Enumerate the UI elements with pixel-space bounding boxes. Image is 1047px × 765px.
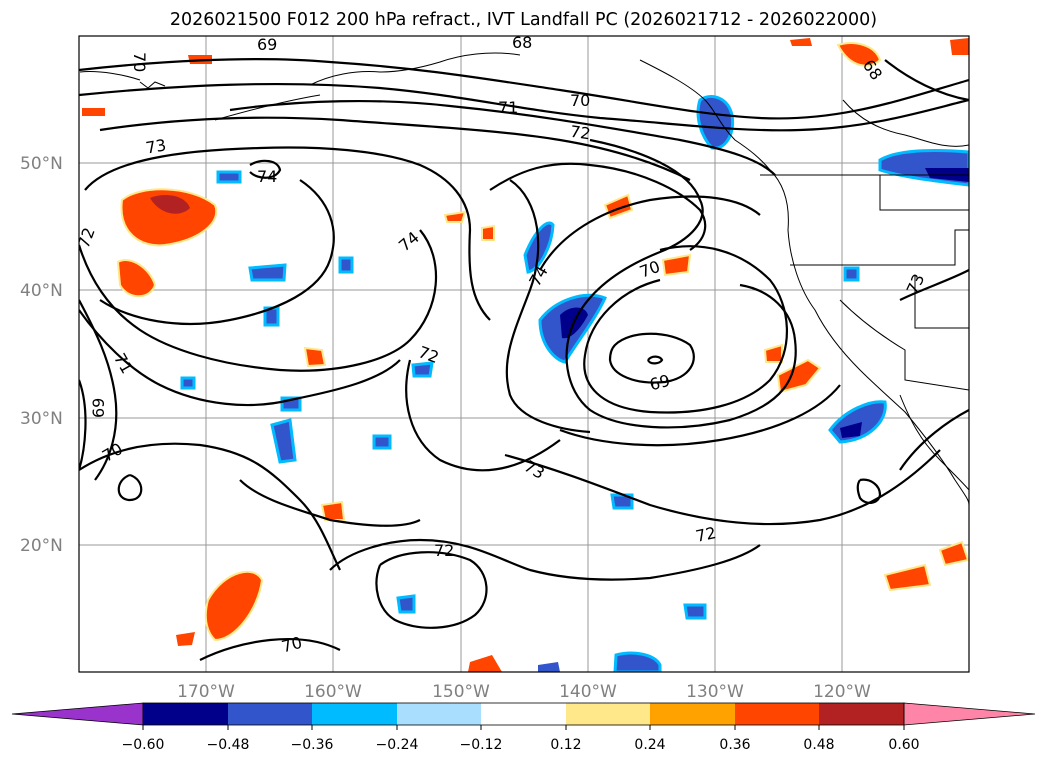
contour-label: 69 [647, 371, 672, 395]
ivt-negative-region [396, 594, 416, 614]
colorbar-segment [650, 703, 735, 725]
colorbar-tick-label: −0.12 [460, 737, 503, 753]
ivt-positive-region [303, 346, 327, 368]
ivt-negative-region [840, 422, 862, 438]
contour-label: 71 [498, 98, 518, 117]
contour-label: 70 [130, 52, 149, 72]
colorbar: −0.60 −0.48 −0.36 −0.24 −0.12 0.12 0.24 … [11, 702, 1036, 753]
ivt-positive-region [481, 224, 495, 241]
ivt-positive-region [150, 195, 190, 214]
colorbar-tick-label: 0.12 [550, 737, 581, 753]
refractivity-contours [79, 58, 969, 661]
colorbar-segment [481, 703, 566, 725]
ivt-negative-region [372, 434, 392, 450]
ivt-negative-region [180, 376, 196, 390]
ivt-negative-region [216, 170, 242, 184]
colorbar-tick-label: −0.24 [376, 737, 419, 753]
colorbar-segment [397, 703, 481, 725]
contour-label: 70 [279, 633, 304, 657]
ivt-positive-region [836, 42, 882, 67]
colorbar-extend-high [903, 702, 1036, 726]
ivt-positive-region [790, 38, 812, 46]
ivt-positive-region [82, 108, 105, 116]
ivt-positive-region [661, 253, 692, 277]
lat-label: 30°N [20, 409, 63, 429]
lat-label: 50°N [20, 154, 63, 174]
ivt-negative-region [270, 418, 297, 464]
ivt-positive-region [443, 210, 467, 223]
longitude-labels: 170°W 160°W 150°W 140°W 130°W 120°W [177, 682, 871, 702]
colorbar-tick-label: −0.60 [122, 737, 165, 753]
colorbar-tick-label: 0.24 [634, 737, 665, 753]
lon-label: 140°W [559, 682, 617, 702]
graticule [79, 36, 969, 672]
colorbar-ticks [142, 725, 905, 730]
map-background [79, 36, 969, 672]
ivt-positive-region [938, 540, 969, 567]
colorbar-tick-label: 0.36 [719, 737, 750, 753]
ivt-negative-region [338, 256, 354, 274]
ivt-negative-region [683, 603, 707, 620]
lon-label: 120°W [813, 682, 871, 702]
colorbar-segment [735, 703, 819, 725]
colorbar-tick-label: 0.48 [803, 737, 834, 753]
ivt-positive-region [950, 38, 969, 55]
ivt-positive-region [468, 655, 502, 672]
ivt-positive-region [776, 358, 822, 394]
lon-label: 150°W [432, 682, 490, 702]
ivt-positive-region [204, 570, 264, 642]
contour-label: 68 [512, 33, 532, 52]
map-frame [78, 35, 970, 673]
ivt-negative-region [696, 95, 735, 150]
latitude-labels: 50°N 40°N 30°N 20°N [20, 154, 63, 556]
ivt-positive-region [120, 188, 218, 247]
colorbar-segment [566, 703, 650, 725]
colorbar-segment [819, 703, 904, 725]
lat-label: 20°N [20, 536, 63, 556]
ivt-negative-region [411, 361, 434, 378]
colorbar-segment [143, 703, 228, 725]
ivt-positive-region [176, 632, 195, 646]
contour-label: 70 [570, 91, 590, 110]
chart-title: 2026021500 F012 200 hPa refract., IVT La… [169, 10, 878, 30]
lon-label: 170°W [177, 682, 235, 702]
contour-label: 73 [144, 135, 167, 157]
ivt-positive-region [320, 500, 346, 521]
contour-label: 69 [257, 35, 277, 54]
colorbar-tick-label: 0.60 [888, 737, 919, 753]
ivt-negative-region [613, 651, 662, 672]
ivt-negative-region [843, 266, 860, 282]
ivt-negative-region [248, 263, 287, 282]
map-panel: 69 68 68 70 71 70 72 73 74 74 72 74 70 7… [74, 33, 970, 673]
colorbar-tick-label: −0.48 [207, 737, 250, 753]
lat-label: 40°N [20, 281, 63, 301]
ivt-negative-region [538, 662, 560, 672]
lon-label: 160°W [304, 682, 362, 702]
colorbar-tick-label: −0.36 [291, 737, 334, 753]
ivt-positive-region [883, 563, 932, 592]
lon-label: 130°W [686, 682, 744, 702]
colorbar-frame [142, 702, 905, 726]
contour-label: 69 [89, 398, 108, 418]
contour-label: 72 [569, 122, 592, 144]
colorbar-segment [228, 703, 312, 725]
contour-label: 74 [257, 167, 277, 186]
contour-label: 72 [694, 523, 718, 546]
colorbar-segment [312, 703, 397, 725]
contour-label: 72 [434, 541, 454, 560]
contour-label: 72 [74, 225, 99, 251]
colorbar-extend-low [11, 702, 144, 726]
ivt-positive-region [116, 259, 157, 298]
